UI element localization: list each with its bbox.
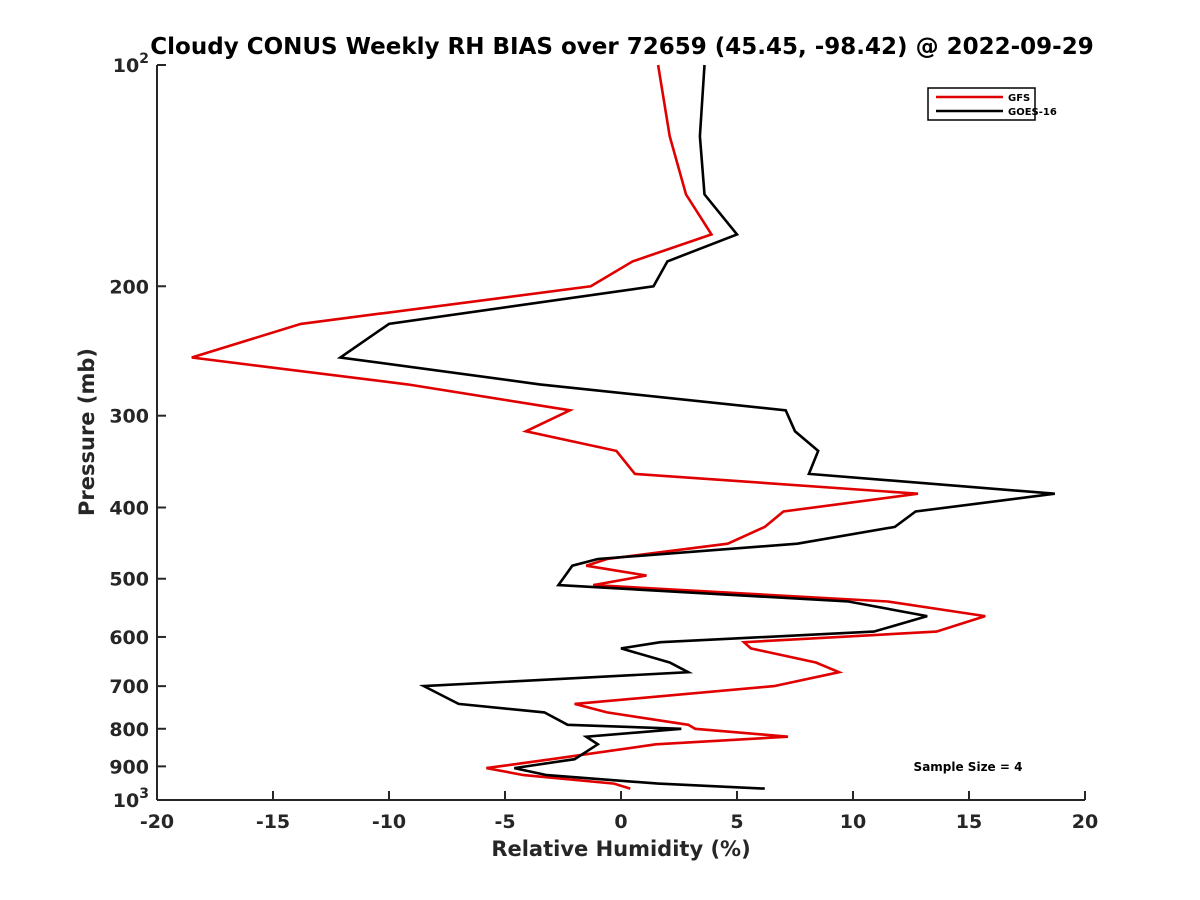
y-tick-label: 800 [109,719,149,741]
y-tick-label-base: 400 [109,498,149,520]
x-tick-label: 0 [614,811,627,833]
legend-label-goes16: GOES-16 [1008,107,1057,118]
x-tick-label: 5 [730,811,743,833]
x-tick-label: 10 [840,811,866,833]
y-tick-label: 500 [109,569,149,591]
y-tick-label: 300 [109,406,149,428]
y-tick-label-base: 200 [109,276,149,298]
x-tick-label: -5 [494,811,515,833]
y-tick-label: 700 [109,676,149,698]
series-line-gfs [191,64,986,790]
x-ticks: -20 -15 -10 -5 0 5 10 15 20 [140,791,1098,833]
y-tick-label: 200 [109,276,149,298]
y-tick-label-base: 600 [109,627,149,649]
series-lines [191,64,1055,790]
y-tick-label-base: 10 [113,55,139,77]
y-tick-label-base: 800 [109,719,149,741]
y-tick-label-base: 500 [109,569,149,591]
y-tick-label: 600 [109,627,149,649]
x-tick-label: 15 [956,811,982,833]
axes [156,65,1085,801]
y-tick-label: 400 [109,498,149,520]
y-tick-label-exponent: 2 [139,51,149,67]
y-tick-label: 103 [113,786,149,812]
y-tick-label-exponent: 3 [139,786,149,802]
x-tick-label: -10 [372,811,406,833]
legend-label-gfs: GFS [1008,93,1030,104]
x-tick-label: 20 [1072,811,1098,833]
y-tick-label-base: 700 [109,676,149,698]
y-tick-label-base: 300 [109,406,149,428]
y-tick-label: 102 [113,51,149,77]
legend: GFS GOES-16 [927,87,1057,121]
y-tick-label: 900 [109,756,149,778]
y-tick-label-base: 900 [109,756,149,778]
y-tick-label-base: 10 [113,790,139,812]
x-tick-label: -15 [256,811,290,833]
series-line-goes16 [336,64,1055,790]
chart-title: Cloudy CONUS Weekly RH BIAS over 72659 (… [150,34,1093,60]
x-tick-label: -20 [140,811,174,833]
sample-size-annotation: Sample Size = 4 [914,760,1023,774]
y-axis-label: Pressure (mb) [75,348,99,516]
legend-box [927,87,1036,121]
x-axis-label: Relative Humidity (%) [491,837,750,861]
